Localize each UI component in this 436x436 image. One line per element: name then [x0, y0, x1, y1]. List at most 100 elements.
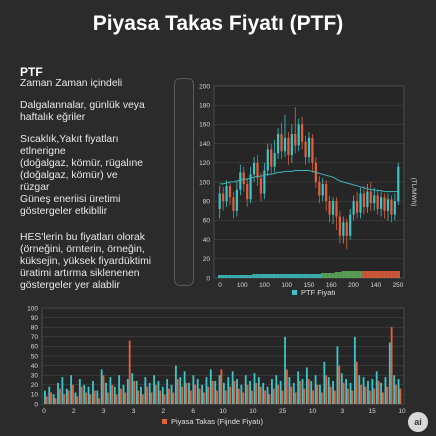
chart1-candle [318, 182, 321, 196]
chart2-bar-teal [131, 373, 134, 404]
chart1-candle [376, 195, 379, 209]
panel-scrollbar[interactable] [174, 78, 194, 286]
panel-text-line: haftalık eğriler [20, 112, 86, 123]
chart2-x-tick-label: 10 [219, 408, 227, 415]
chart1-y-tick-label: 80 [203, 199, 211, 206]
panel-text-line: (doğalgaz, kömür) ve [20, 170, 118, 181]
chart2-bar-teal [74, 392, 77, 404]
chart2-x-tick-label: 3 [341, 408, 345, 415]
chart1-x-tick-label: 100 [281, 282, 292, 289]
chart2-bar-orange [93, 390, 96, 404]
chart1-volume-bar [334, 272, 339, 278]
chart2-bar-teal [236, 379, 238, 404]
chart2-bar-orange [285, 369, 288, 404]
chart1-candle [386, 199, 390, 211]
chart2-bar-teal [292, 382, 295, 404]
chart2-bar-teal [92, 380, 94, 404]
chart1-volume-bar [224, 275, 229, 278]
chart2-bar-orange [325, 375, 328, 404]
chart1-candle [249, 174, 252, 200]
chart2-bar-teal [170, 384, 173, 404]
chart2-bar-teal [240, 384, 243, 404]
chart1-candle [355, 201, 359, 213]
chart2-bar-orange [198, 388, 201, 404]
chart2-bar-orange [373, 388, 376, 404]
chart2-y-tick-label: 0 [34, 401, 38, 408]
chart1-candle [393, 201, 396, 215]
chart2-bar-teal [44, 390, 46, 404]
chart1-volume-bar [228, 275, 232, 278]
chart1-x-tick-label: 200 [348, 282, 359, 289]
chart2-x-tick-label: 3 [102, 408, 106, 415]
chart2-bar-orange [168, 388, 170, 404]
chart1-candle [338, 216, 342, 236]
page-title: Piyasa Takas Fiyatı (PTF) [92, 12, 344, 35]
chart2-bar-orange [115, 394, 118, 404]
chart1-candle [222, 193, 225, 202]
chart1-candle [397, 166, 400, 202]
chart2-bar-orange [360, 384, 363, 404]
chart1-candle [290, 134, 293, 156]
chart1-candle [287, 137, 290, 156]
chart1-volume-bar [221, 275, 225, 278]
chart2-bar-teal [279, 380, 282, 404]
chart2-bar-teal [209, 369, 212, 404]
chart2-bar-teal [353, 336, 356, 404]
chart1-volume-bar [331, 273, 335, 278]
chart2-bar-teal [375, 371, 378, 404]
chart1-volume-bar [252, 274, 256, 278]
chart2-bar-teal [105, 382, 107, 404]
chart2-bar-orange [281, 390, 284, 404]
chart2-bar-orange [137, 390, 140, 404]
chart1-candle [256, 162, 259, 179]
chart1-volume-bar [338, 272, 342, 278]
chart2-bar-orange [395, 384, 397, 404]
chart1-candle [294, 134, 297, 146]
chart2-bar-teal [61, 377, 64, 404]
chart1-volume-bar [393, 271, 397, 278]
chart1-volume-bar [362, 271, 366, 278]
chart2-y-tick-label: 80 [31, 325, 39, 332]
chart2-bar-teal [144, 377, 147, 404]
chart1-y-tick-label: 40 [203, 237, 211, 244]
chart2-bar-orange [124, 392, 127, 404]
chart2-bar-orange [368, 390, 371, 404]
panel-text-line: küksejin, yüksek fiyardüktimi [20, 256, 152, 267]
chart2-bar-teal [153, 375, 155, 404]
panel-text-line: göstergeler yer alablir [20, 280, 120, 291]
chart2-bar-teal [380, 382, 383, 404]
chart1-y-tick-label: 200 [199, 83, 210, 90]
chart1-volume-bar [369, 271, 373, 278]
chart1-volume-bar [351, 271, 356, 278]
chart1-volume-bar [314, 274, 318, 278]
chart2-bar-teal [249, 380, 252, 404]
chart2-bar-teal [305, 367, 308, 404]
panel-text-line: rüzgar [20, 182, 50, 193]
chart2-bar-orange [237, 388, 240, 404]
chart2-bar-orange [72, 384, 74, 404]
chart2-bar-teal [183, 371, 186, 404]
chart1-candle [266, 149, 269, 171]
chart2-bar-teal [65, 388, 68, 404]
chart2-bar-teal [345, 379, 348, 404]
chart1-candle [359, 193, 362, 213]
chart1-x-tick-label: 0 [218, 282, 222, 289]
chart2-bar-orange [264, 390, 266, 404]
chart1-moving-average-line [219, 170, 399, 193]
chart2-bar-orange [312, 390, 314, 404]
chart2-bar-orange [120, 388, 122, 404]
chart1-y-tick-label: 180 [199, 103, 210, 110]
chart2-bar-teal [332, 380, 334, 404]
chart2-bar-teal [70, 375, 73, 404]
chart2-bar-orange [189, 390, 192, 404]
chart1-candle [335, 201, 338, 217]
chart2-bar-teal [253, 373, 256, 404]
chart2-bar-teal [48, 386, 51, 404]
chart2-bar-orange [268, 394, 271, 404]
chart2-legend-label: Piyasa Takas (Fijnde Fiyatı) [171, 417, 263, 426]
chart2-x-tick-label: 25 [279, 408, 287, 415]
chart1-volume-bar [255, 274, 260, 278]
chart1-candle [304, 141, 307, 158]
chart2-bar-orange [229, 386, 232, 404]
chart1-candle [352, 201, 355, 215]
